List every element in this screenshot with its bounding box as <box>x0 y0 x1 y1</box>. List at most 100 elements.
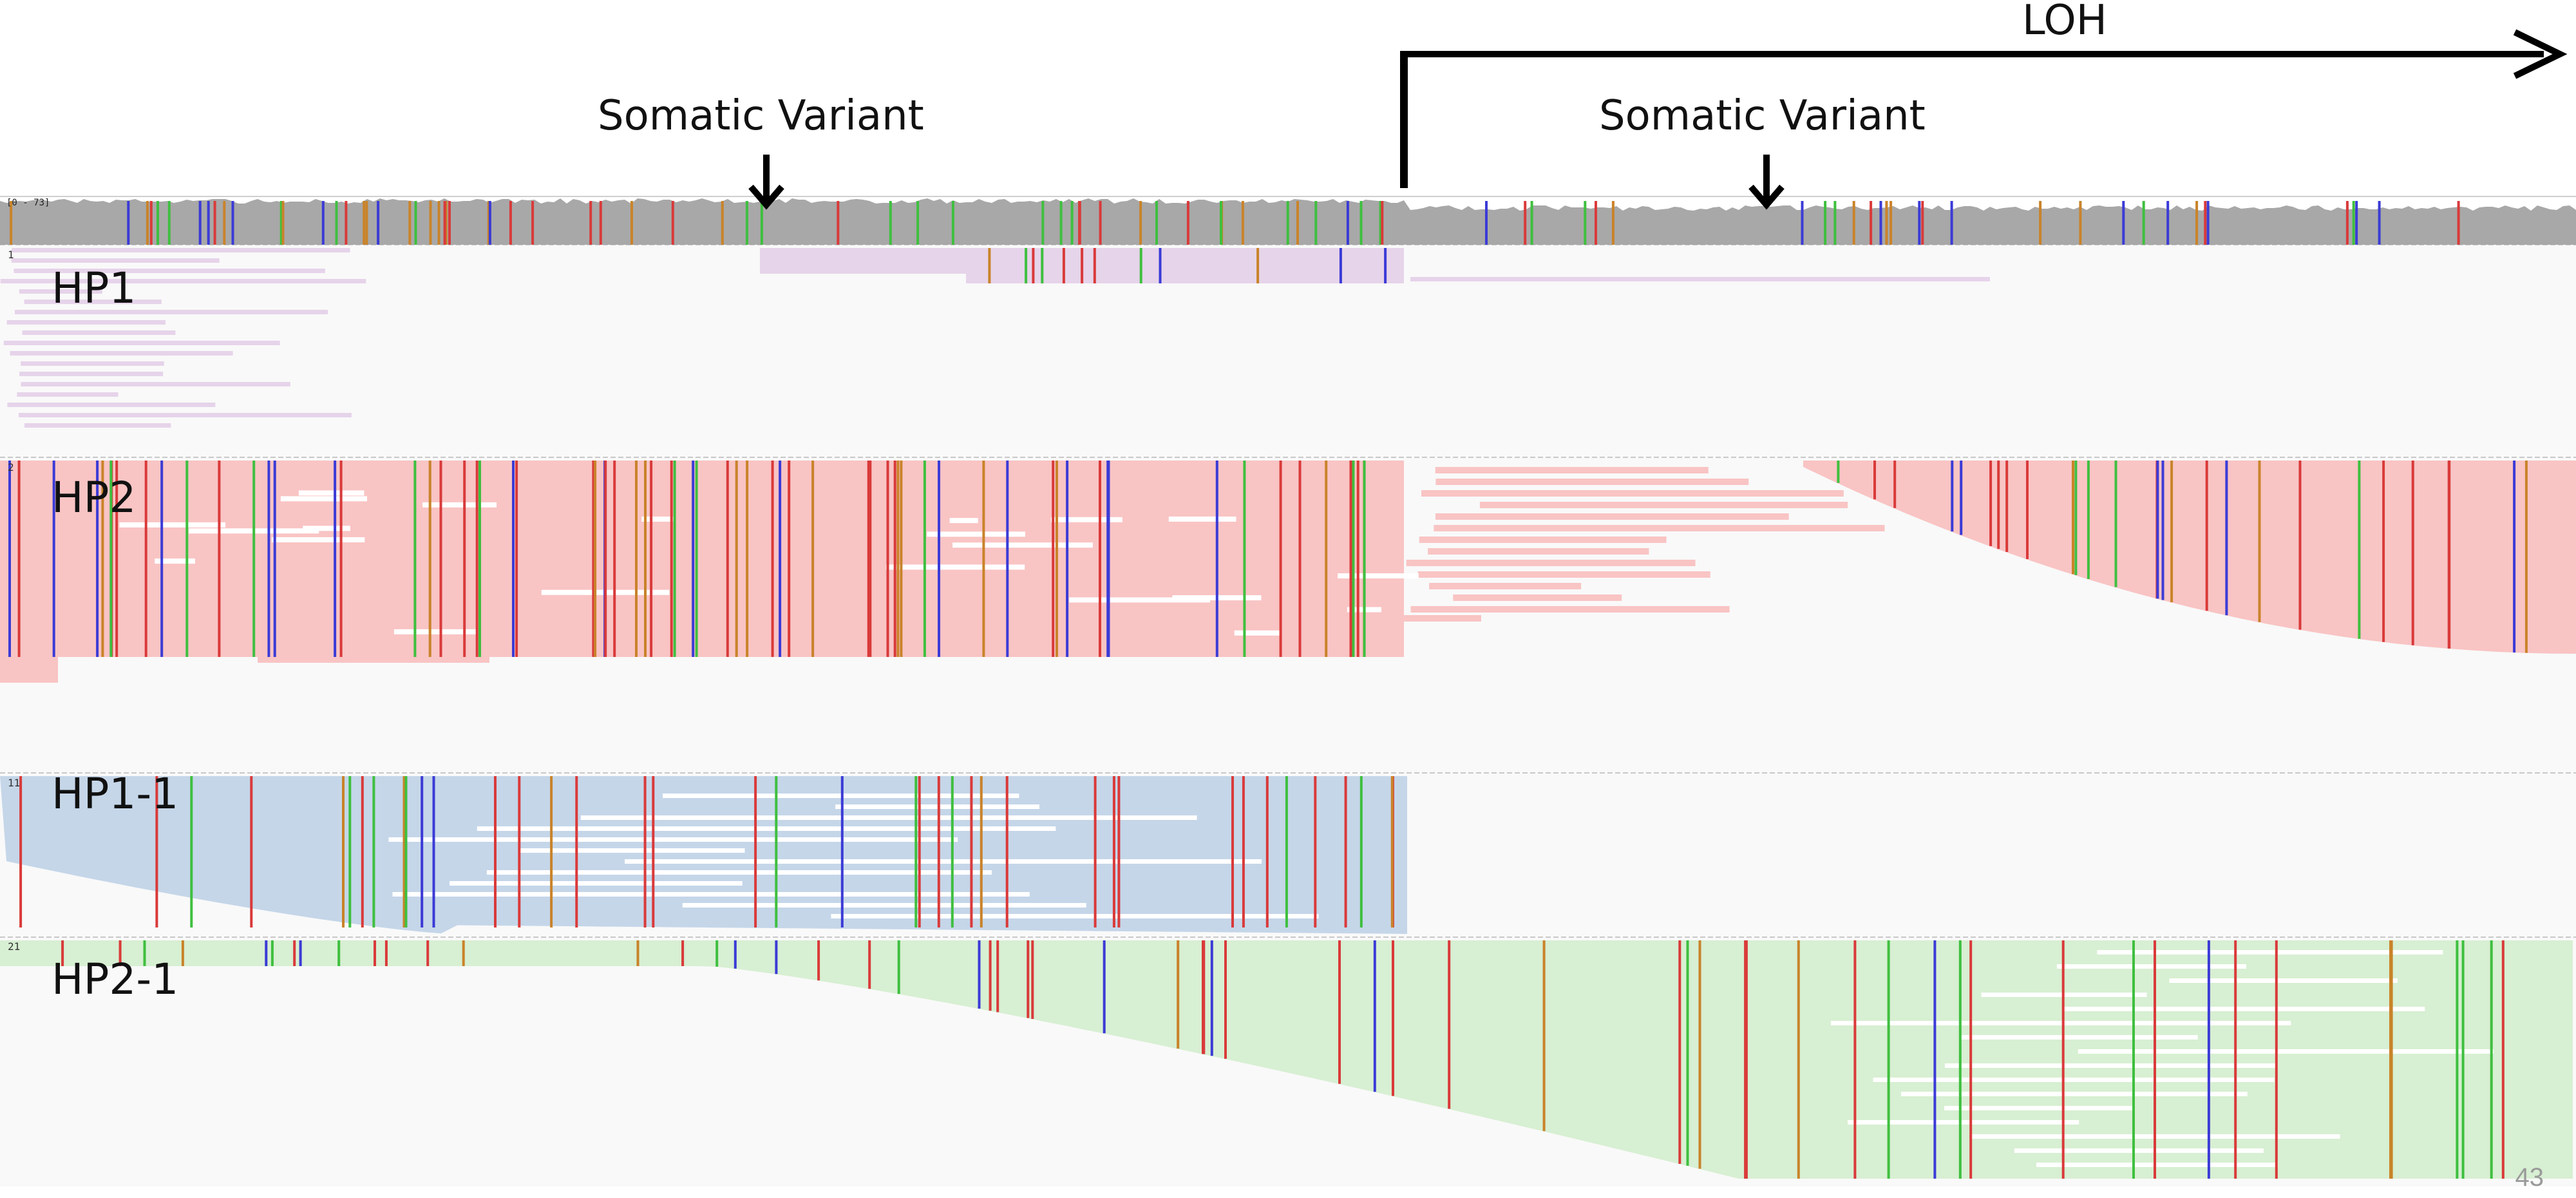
mismatch-line-hp1-1 <box>432 776 435 927</box>
read-hp2 <box>1435 479 1749 485</box>
mismatch-line-hp2 <box>650 461 653 657</box>
coverage-mismatch-mark <box>599 201 602 245</box>
mismatch-line-hp2-1 <box>462 940 465 966</box>
read-hp1 <box>12 248 350 252</box>
mismatch-line-hp1-1 <box>652 776 655 927</box>
mismatch-line-hp1-1 <box>550 776 553 927</box>
read-gap-hp2 <box>119 522 226 528</box>
mismatch-line-hp2 <box>1052 461 1055 657</box>
loh-label: LOH <box>2022 0 2107 44</box>
coverage-mismatch-mark <box>745 201 748 245</box>
coverage-mismatch-mark <box>437 201 440 245</box>
mismatch-line-hp1-1 <box>342 776 345 927</box>
mismatch-line-hp1-1 <box>643 776 647 927</box>
coverage-mismatch-mark <box>444 201 448 245</box>
coverage-mismatch-mark <box>951 201 954 245</box>
read-gap-hp2 <box>886 564 1025 570</box>
read-gap-hp2 <box>280 496 367 502</box>
read-hp2 <box>1453 594 1622 601</box>
mismatch-line-hp2 <box>886 461 889 657</box>
mismatch-line-hp1-1 <box>970 776 973 927</box>
coverage-mismatch-mark <box>127 201 130 245</box>
coverage-mismatch-mark <box>671 201 674 245</box>
mismatch-line-hp2 <box>185 461 189 657</box>
read-gap-hp2-1 <box>1901 1092 2248 1096</box>
coverage-mismatch-mark <box>2355 201 2358 245</box>
mismatch-line-hp1-1 <box>1231 776 1234 927</box>
mismatch-line-hp1-1 <box>421 776 424 927</box>
coverage-mismatch-mark <box>1950 201 1953 245</box>
loh-arrowhead <box>2513 29 2568 79</box>
mismatch-line-hp1-1 <box>348 776 352 927</box>
coverage-mismatch-mark <box>509 201 512 245</box>
mismatch-line-hp2-1 <box>293 940 296 966</box>
mismatch-line-hp2 <box>893 461 896 657</box>
mismatch-line-hp2 <box>1006 461 1009 657</box>
mismatch-line-hp2-1 <box>426 940 430 966</box>
mismatch-line-hp2-1 <box>1027 940 1030 1018</box>
read-hp2 <box>1417 571 1710 578</box>
mismatch-line-hp1-1 <box>1390 776 1394 927</box>
coverage-mismatch-mark <box>377 201 380 245</box>
mismatch-line-hp2 <box>478 461 481 657</box>
read-hp2 <box>1435 513 1789 520</box>
mismatch-line-hp1 <box>1139 248 1142 283</box>
read-gap-hp2-1 <box>1944 1106 2134 1110</box>
mismatch-line-hp2 <box>463 461 466 657</box>
read-hp2 <box>741 615 1481 622</box>
mismatch-line-hp1 <box>1062 248 1065 283</box>
coverage-mismatch-mark <box>1824 201 1827 245</box>
coverage-mismatch-mark <box>2166 201 2170 245</box>
mismatch-line-hp2 <box>771 461 774 657</box>
coverage-mismatch-mark <box>2206 201 2210 245</box>
coverage-mismatch-mark <box>365 201 368 245</box>
read-hp2 <box>1428 548 1649 555</box>
mismatch-line-hp2 <box>1352 461 1355 657</box>
mismatch-line-hp2 <box>2411 461 2414 645</box>
read-gap-hp2-1 <box>1873 1078 2275 1082</box>
coverage-mismatch-mark <box>1921 201 1924 245</box>
coverage-mismatch-mark <box>2204 201 2207 245</box>
mismatch-line-hp2 <box>1215 461 1218 657</box>
read-hp1 <box>22 330 176 335</box>
read-gap-hp2-1 <box>1847 1120 2079 1125</box>
mismatch-line-hp1-1 <box>1005 776 1009 927</box>
mismatch-line-hp1 <box>1384 248 1387 283</box>
coverage-mismatch-mark <box>448 201 451 245</box>
mismatch-line-hp1-1 <box>190 776 193 927</box>
read-gap-hp1-1 <box>477 826 1056 831</box>
mismatch-line-hp2 <box>726 461 729 657</box>
mismatch-line-hp1-1 <box>372 776 375 927</box>
mismatch-line-hp2 <box>788 461 791 657</box>
mismatch-line-hp2 <box>1107 461 1110 657</box>
read-gap-hp1-1 <box>682 903 1086 908</box>
mismatch-line-hp2 <box>115 461 118 657</box>
coverage-mismatch-mark <box>1852 201 1855 245</box>
mismatch-line-hp2 <box>1099 461 1101 657</box>
mismatch-line-hp2 <box>635 461 638 657</box>
read-hp1 <box>0 279 366 283</box>
mismatch-line-hp2 <box>1989 461 1993 546</box>
read-gap-hp2 <box>1050 517 1122 522</box>
mismatch-line-hp1 <box>1081 248 1084 283</box>
mismatch-line-hp1 <box>1256 248 1260 283</box>
coverage-mismatch-mark <box>2039 201 2042 245</box>
mismatch-line-hp2 <box>1951 461 1954 532</box>
mismatch-line-hp2-1 <box>1373 940 1376 1092</box>
mismatch-line-hp2-1 <box>2456 940 2459 1179</box>
mismatch-line-hp2 <box>695 461 698 657</box>
somatic-variant-right-label: Somatic Variant <box>1599 92 1926 140</box>
read-gap-hp2-1 <box>1960 1035 2198 1040</box>
coverage-mismatch-mark <box>198 201 202 245</box>
coverage-mismatch-mark <box>1155 201 1158 245</box>
coverage-mismatch-mark <box>1241 201 1244 245</box>
coverage-mismatch-mark <box>1041 201 1045 245</box>
mismatch-line-hp2-1 <box>181 940 184 966</box>
coverage-mismatch-mark <box>10 201 13 245</box>
read-hp2 <box>1419 537 1667 543</box>
mismatch-line-hp2 <box>869 461 872 657</box>
coverage-mismatch-mark <box>1381 201 1384 245</box>
coverage-mismatch-mark <box>1314 201 1318 245</box>
mismatch-line-hp2 <box>160 461 164 657</box>
mismatch-line-hp2-1 <box>734 940 737 969</box>
